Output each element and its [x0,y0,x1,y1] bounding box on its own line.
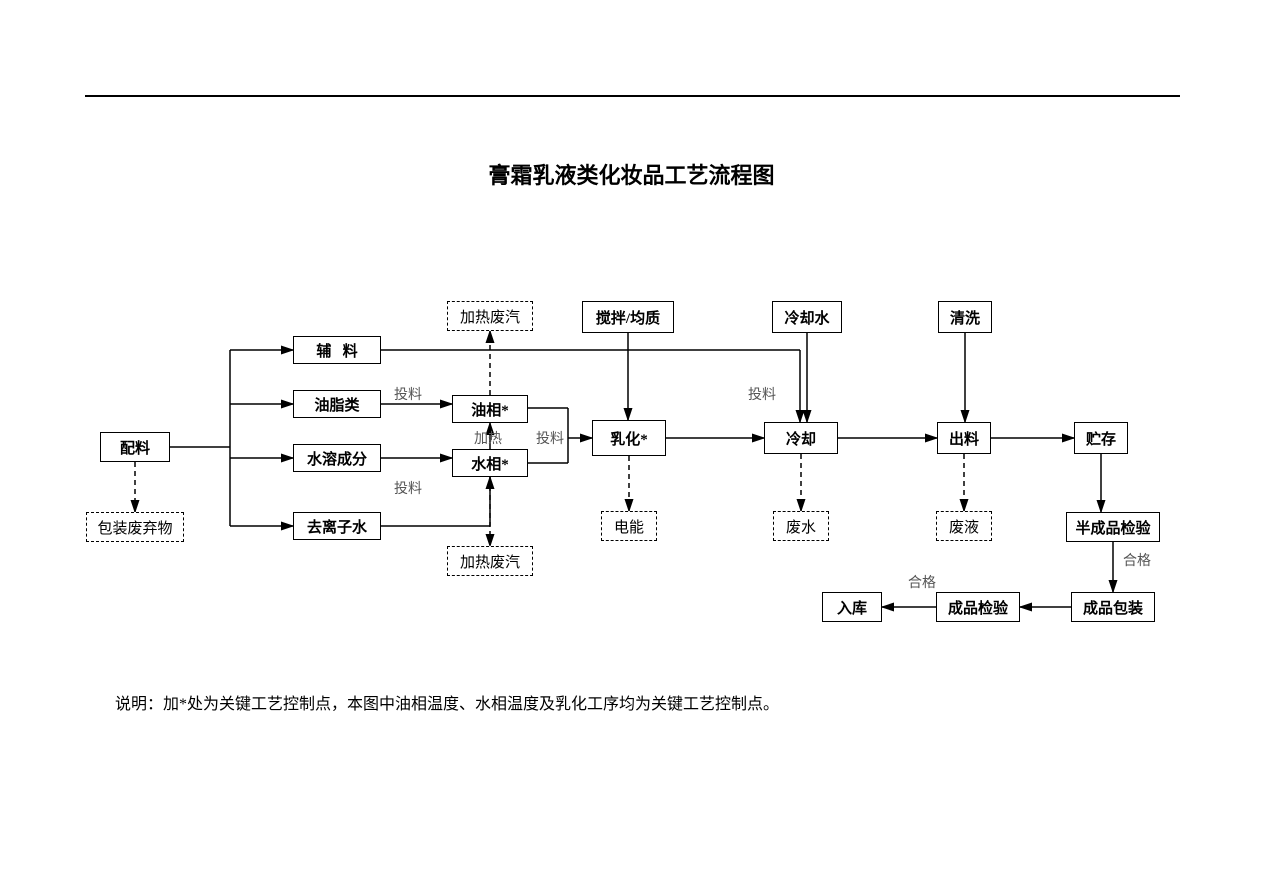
edge-label: 投料 [536,428,564,448]
node-label: 油相* [471,399,509,420]
node-label: 去离子水 [307,516,367,537]
node-deion: 去离子水 [293,512,381,540]
node-store: 贮存 [1074,422,1128,454]
node-label: 半成品检验 [1075,517,1150,538]
node-oilphase: 油相* [452,395,528,423]
node-label: 贮存 [1086,428,1116,449]
node-wasteliq: 废液 [936,511,992,541]
node-warehouse: 入库 [822,592,882,622]
node-label: 成品检验 [948,597,1008,618]
node-steam2: 加热废汽 [447,546,533,576]
node-watercomp: 水溶成分 [293,444,381,472]
node-label: 冷却 [786,428,816,449]
node-label: 废水 [786,516,816,537]
footnote: 说明：加*处为关键工艺控制点，本图中油相温度、水相温度及乳化工序均为关键工艺控制… [115,690,779,714]
node-waterphase: 水相* [452,449,528,477]
page-title: 膏霜乳液类化妆品工艺流程图 [0,158,1263,190]
node-label: 入库 [837,597,867,618]
node-label: 油脂类 [314,394,359,415]
node-label: 水溶成分 [307,448,367,469]
node-label: 辅 料 [316,340,357,361]
node-elec: 电能 [601,511,657,541]
edge-label: 合格 [1123,550,1151,570]
node-label: 加热废汽 [460,306,520,327]
node-label: 清洗 [950,307,980,328]
node-prodcheck: 成品检验 [936,592,1020,622]
page: 膏霜乳液类化妆品工艺流程图 配料 辅 料 油脂类 水溶成分 去离子水 油相* 水… [0,0,1263,893]
node-steam1: 加热废汽 [447,301,533,331]
edge-label: 投料 [748,384,776,404]
node-label: 配料 [120,437,150,458]
node-emulsify: 乳化* [592,420,666,456]
edge-label: 加热 [474,428,502,448]
node-stir: 搅拌/均质 [582,301,674,333]
node-label: 搅拌/均质 [596,307,660,328]
node-fuliao: 辅 料 [293,336,381,364]
node-wastewater: 废水 [773,511,829,541]
node-label: 成品包装 [1083,597,1143,618]
node-label: 水相* [471,453,509,474]
node-label: 出料 [949,428,979,449]
top-rule [85,95,1180,97]
node-label: 电能 [614,516,644,537]
node-cool: 冷却 [764,422,838,454]
node-discharge: 出料 [937,422,991,454]
node-peiliao: 配料 [100,432,170,462]
node-label: 冷却水 [784,307,829,328]
node-semicheck: 半成品检验 [1066,512,1160,542]
node-oilclass: 油脂类 [293,390,381,418]
edge-label: 投料 [394,384,422,404]
edge-label: 投料 [394,478,422,498]
node-pkgwaste: 包装废弃物 [86,512,184,542]
node-pack: 成品包装 [1071,592,1155,622]
node-coolwater: 冷却水 [772,301,842,333]
node-clean: 清洗 [938,301,992,333]
node-label: 包装废弃物 [97,517,172,538]
node-label: 废液 [949,516,979,537]
node-label: 乳化* [610,428,648,449]
edge-label: 合格 [908,572,936,592]
node-label: 加热废汽 [460,551,520,572]
